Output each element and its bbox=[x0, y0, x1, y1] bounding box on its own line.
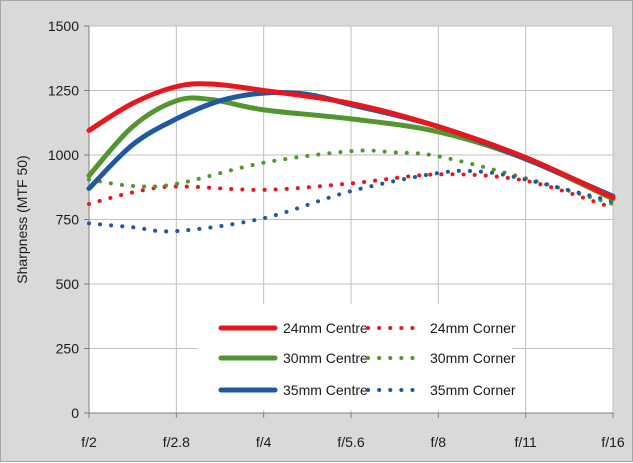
y-tick-label: 1500 bbox=[48, 18, 79, 34]
x-tick-label: f/5.6 bbox=[337, 434, 364, 450]
legend-label-24mm-centre: 24mm Centre bbox=[283, 320, 368, 336]
x-tick-label: f/11 bbox=[515, 434, 538, 450]
y-tick-label: 750 bbox=[56, 212, 80, 228]
legend-label-30mm-centre: 30mm Centre bbox=[283, 350, 368, 366]
series-line-30mm-corner bbox=[87, 148, 615, 207]
series-line-35mm-corner bbox=[87, 168, 615, 234]
axes bbox=[84, 25, 614, 418]
y-tick-label: 500 bbox=[56, 276, 80, 292]
x-tick-label: f/2.8 bbox=[163, 434, 190, 450]
x-tick-label: f/4 bbox=[256, 434, 272, 450]
legend-label-24mm-corner: 24mm Corner bbox=[430, 320, 516, 336]
legend-label-35mm-centre: 35mm Centre bbox=[283, 382, 368, 398]
y-tick-label: 250 bbox=[56, 341, 80, 357]
series-lines bbox=[86, 81, 616, 234]
x-tick-label: f/2 bbox=[81, 434, 97, 450]
legend: 24mm Centre 30mm Centre 35mm Centre 24mm Co… bbox=[198, 304, 516, 410]
series-line-24mm-centre bbox=[86, 81, 616, 201]
y-axis-label: Sharpness (MTF 50) bbox=[14, 155, 30, 283]
series-line-24mm-corner bbox=[87, 172, 615, 210]
y-tick-label: 1000 bbox=[48, 147, 79, 163]
y-tick-label: 0 bbox=[71, 405, 79, 421]
legend-label-35mm-corner: 35mm Corner bbox=[430, 382, 516, 398]
y-tick-label: 1250 bbox=[48, 83, 79, 99]
x-tick-label: f/8 bbox=[431, 434, 447, 450]
legend-label-30mm-corner: 30mm Corner bbox=[430, 350, 516, 366]
x-tick-label: f/16 bbox=[601, 434, 625, 450]
